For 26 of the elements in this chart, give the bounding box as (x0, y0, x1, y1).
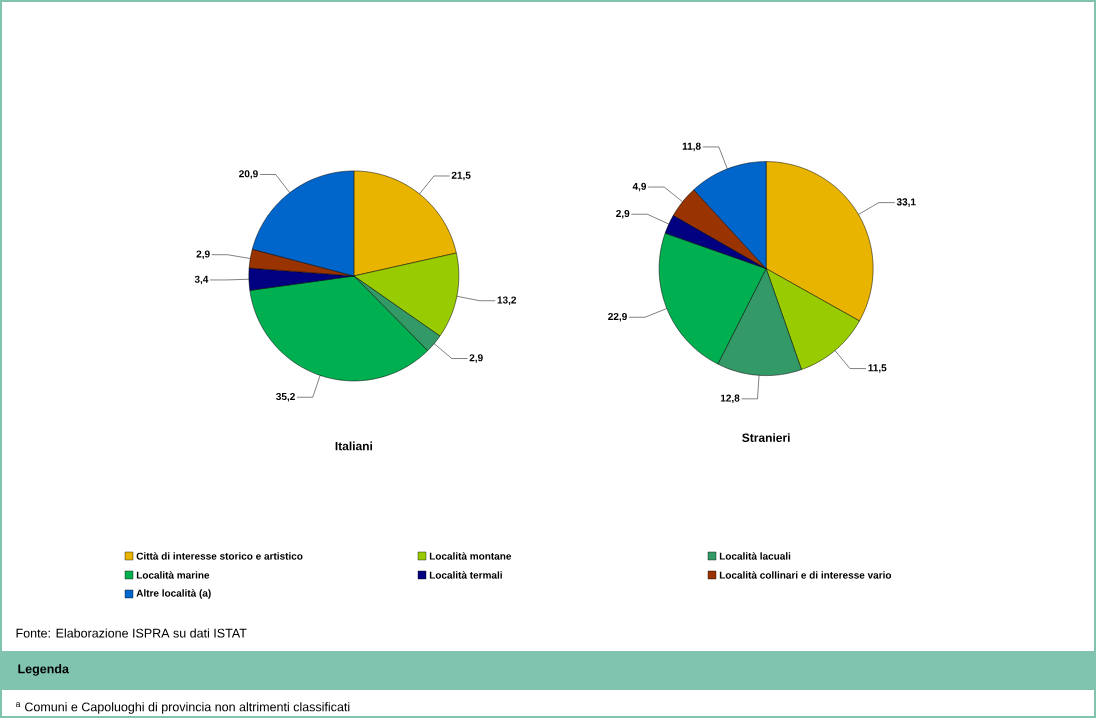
data-label: 21,5 (451, 171, 471, 181)
text: Italiani (335, 441, 373, 451)
data-label: 12,8 (720, 394, 740, 404)
text: $^{a}$ Comuni e Capoluoghi di provincia non altrimenti classificati (15, 702, 350, 714)
data-label: 4,9 (632, 182, 647, 192)
data-label: 22,9 (608, 313, 627, 322)
data-label: 11,8 (682, 142, 701, 152)
text: Legenda (18, 664, 70, 676)
data-label: 2,9 (469, 354, 483, 363)
data-label: 13,2 (497, 296, 517, 305)
source-note: Fonte: Elaborazione ISPRA su dati ISTAT (16, 628, 247, 638)
data-label: 2,9 (196, 250, 210, 259)
legend-label: Località termali (429, 571, 502, 579)
legend-label: Altre località (a) (136, 589, 211, 599)
data-label: 33,1 (896, 198, 916, 207)
legend-label: Località collinari e di interesse vario (719, 571, 892, 579)
legend-label: Città di interesse storico e artistico (136, 552, 303, 560)
legend-label: Località lacuali (719, 552, 791, 560)
data-label: 20,9 (239, 170, 258, 179)
legend-label: Località marine (136, 571, 210, 579)
text: Stranieri (742, 433, 790, 442)
data-label: 11,5 (868, 364, 887, 373)
data-label: 3,4 (194, 275, 209, 285)
data-label: 35,2 (276, 393, 295, 402)
data-label: 2,9 (616, 209, 630, 219)
legend-label: Località montane (429, 552, 512, 560)
